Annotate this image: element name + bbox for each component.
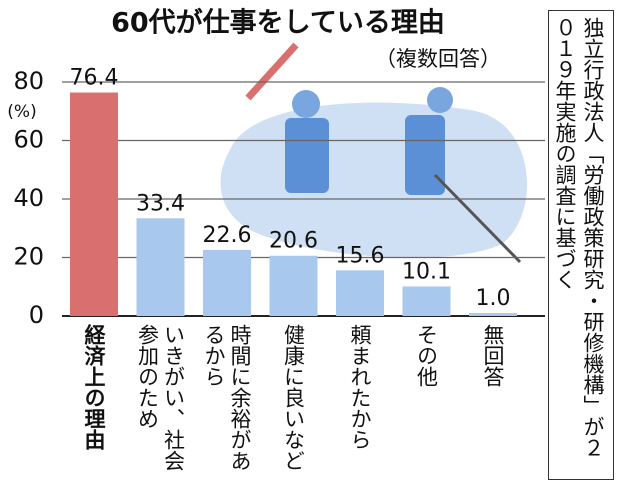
x-tick-label: 健康に良いなど <box>281 324 306 471</box>
value-label: 22.6 <box>203 223 252 248</box>
figure-head <box>292 90 320 118</box>
source-note: 独立行政法人「労働政策研究・研修機構」が２０１９年実施の調査に基づく <box>548 10 614 480</box>
x-tick-label: 経済上の理由 <box>82 324 106 450</box>
figure-sweeper <box>405 115 445 195</box>
x-tick-label: その他 <box>414 324 439 387</box>
value-label: 1.0 <box>476 286 511 311</box>
chart-title: 60代が仕事をしている理由 <box>111 7 445 39</box>
bar <box>402 286 451 316</box>
illustration <box>220 42 528 264</box>
value-label: 76.4 <box>70 66 119 91</box>
bar <box>203 249 251 316</box>
broom <box>433 173 522 264</box>
value-label: 10.1 <box>402 259 451 284</box>
bar <box>136 218 185 316</box>
y-tick-label: 0 <box>29 301 44 329</box>
figure-head <box>427 87 453 113</box>
value-label: 15.6 <box>336 243 385 268</box>
y-tick-label: 80 <box>13 67 44 95</box>
y-tick-label: 20 <box>13 243 44 271</box>
baton <box>245 42 299 101</box>
x-tick-label: 時間に余裕があるから <box>202 324 252 471</box>
y-tick-label: 60 <box>13 126 44 154</box>
bar <box>469 313 517 316</box>
value-label: 33.4 <box>136 191 185 216</box>
x-tick-label: 無回答 <box>481 324 505 387</box>
bar <box>269 255 318 316</box>
figure-guard <box>285 118 329 193</box>
x-tick-label: いきがい、社会参加のため <box>135 324 186 471</box>
bar <box>70 92 118 316</box>
chart-subtitle: （複数回答） <box>375 47 501 71</box>
background-blob <box>220 102 528 258</box>
value-label: 20.6 <box>269 229 318 254</box>
bar <box>336 270 384 316</box>
x-tick-label: 頼まれたから <box>348 324 372 450</box>
y-tick-label: 40 <box>13 184 44 212</box>
y-axis-label: (%) <box>7 102 36 122</box>
